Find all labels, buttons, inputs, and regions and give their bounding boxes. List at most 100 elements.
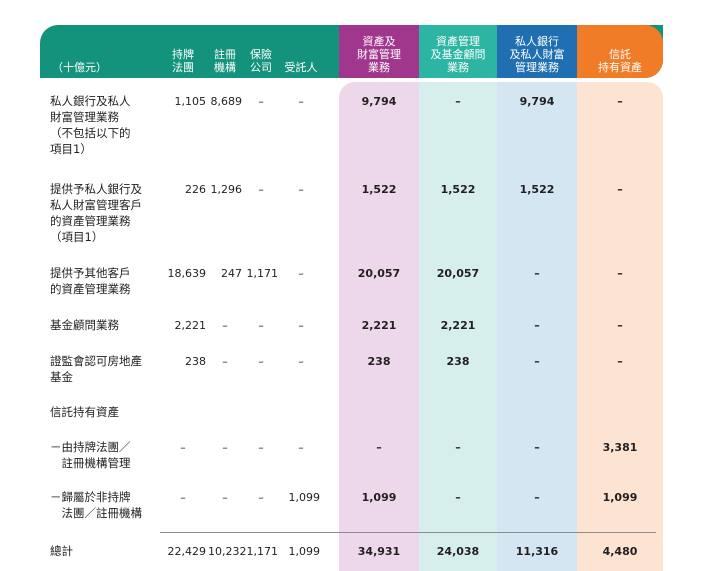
row-label-line: 基金顧問業務	[50, 318, 119, 332]
row-label-line: 基金	[50, 370, 73, 384]
row-label: 提供予私人銀行及 私人財富管理客戶 的資產管理業務 （項目1）	[50, 181, 142, 245]
header-col-line: 私人銀行	[515, 35, 559, 48]
header-col-2: 註冊 機構	[204, 25, 246, 78]
row-label: －由持牌法團／ 註冊機構管理	[50, 439, 131, 471]
table-cell: –	[534, 319, 540, 332]
table-cell: 247	[221, 267, 242, 280]
unit-label: （十億元）	[52, 61, 107, 74]
table-cell: –	[180, 441, 186, 454]
table-cell: 18,639	[167, 267, 207, 280]
table-cell: –	[617, 95, 623, 108]
row-label-line: 證監會認可房地產	[50, 354, 142, 368]
row-label-line: －由持牌法團／	[50, 440, 131, 454]
column-band-2	[419, 82, 497, 571]
table-cell: –	[258, 95, 264, 108]
header-col-line: 公司	[250, 61, 272, 74]
row-label-line: 信託持有資產	[50, 405, 119, 419]
row-label-line: 項目1）	[50, 142, 92, 156]
table-cell: 1,099	[602, 491, 638, 504]
table-cell: 20,057	[357, 267, 401, 280]
table-cell: 1,522	[440, 183, 476, 196]
table-cell: 238	[367, 355, 391, 368]
table-cell: –	[617, 183, 623, 196]
row-label-line: 的資產管理業務	[50, 214, 131, 228]
header-col-line: 信託	[609, 48, 631, 61]
table-cell: –	[258, 183, 264, 196]
table-cell: –	[455, 95, 461, 108]
row-label: 總計	[50, 543, 73, 559]
table-cell: 34,931	[357, 545, 401, 558]
header-col-line: 資產及	[362, 35, 396, 48]
column-band-4	[577, 82, 663, 571]
table-cell: 9,794	[361, 95, 397, 108]
table-cell: –	[534, 355, 540, 368]
table-cell: 238	[446, 355, 470, 368]
row-label: 提供予其他客戶 的資產管理業務	[50, 265, 131, 297]
table-cell: –	[455, 491, 461, 504]
table-cell: –	[258, 441, 264, 454]
header-col-4: 受託人	[278, 25, 324, 78]
table-cell: 226	[185, 183, 206, 196]
table-cell: 22,429	[167, 545, 207, 558]
table-cell: 238	[185, 355, 206, 368]
row-label: 私人銀行及私人 財富管理業務 （不包括以下的 項目1）	[50, 93, 131, 157]
table-cell: 10,232	[208, 545, 247, 558]
row-label-line: （不包括以下的	[50, 126, 131, 140]
header-col-line: 保險	[250, 48, 272, 61]
table-cell: 1,099	[288, 545, 321, 558]
table-cell: 1,171	[246, 545, 279, 558]
table-cell: –	[222, 319, 228, 332]
table-cell: –	[298, 95, 304, 108]
table-header: （十億元） 持牌 法團 註冊 機構 保險 公司 受託人 資產及 財富管理 業務 資產管理 及基金顧問 業務…	[40, 25, 663, 78]
row-label: 基金顧問業務	[50, 317, 119, 333]
total-divider	[160, 532, 656, 533]
header-col-1: 持牌 法團	[156, 25, 210, 78]
table-cell: 1,522	[361, 183, 397, 196]
header-col-line: 管理業務	[515, 61, 559, 74]
table-cell: 3,381	[602, 441, 638, 454]
table-cell: –	[222, 491, 228, 504]
table-cell: 2,221	[440, 319, 476, 332]
table-cell: 20,057	[436, 267, 480, 280]
table-cell: 2,221	[361, 319, 397, 332]
row-label-line: 財富管理業務	[50, 110, 119, 124]
header-col-line: 註冊	[214, 48, 236, 61]
header-col-line: 持有資產	[598, 61, 642, 74]
table-cell: 11,316	[515, 545, 559, 558]
table-cell: –	[455, 441, 461, 454]
table-cell: –	[222, 355, 228, 368]
table-cell: –	[298, 267, 304, 280]
header-col-line: 機構	[214, 61, 236, 74]
table-cell: –	[258, 491, 264, 504]
row-label-line: （項目1）	[50, 230, 104, 244]
header-col-7: 私人銀行 及私人財富 管理業務	[497, 25, 577, 78]
table-cell: 2,221	[174, 319, 207, 332]
row-label-line: －歸屬於非持牌	[50, 490, 131, 504]
row-label-line: 提供予私人銀行及	[50, 182, 142, 196]
table-cell: 1,099	[361, 491, 397, 504]
table-cell: 1,171	[246, 267, 279, 280]
row-label: 證監會認可房地產 基金	[50, 353, 142, 385]
header-col-line: 及私人財富	[509, 48, 565, 61]
table-cell: –	[376, 441, 382, 454]
row-label-line: 註冊機構管理	[50, 456, 131, 470]
header-col-line: 及基金顧問	[430, 48, 486, 61]
table-cell: –	[534, 441, 540, 454]
table-cell: –	[617, 267, 623, 280]
row-label: －歸屬於非持牌 法團／註冊機構	[50, 489, 142, 521]
table-cell: –	[298, 183, 304, 196]
table-cell: –	[534, 267, 540, 280]
table-cell: –	[298, 355, 304, 368]
table-cell: 9,794	[519, 95, 555, 108]
row-label-line: 總計	[50, 544, 73, 558]
header-col-5: 資產及 財富管理 業務	[339, 25, 419, 78]
header-col-line: 持牌	[172, 48, 194, 61]
table-cell: 24,038	[436, 545, 480, 558]
table-cell: –	[617, 355, 623, 368]
table-cell: 8,689	[210, 95, 243, 108]
table-cell: 1,296	[210, 183, 243, 196]
table-cell: 1,099	[288, 491, 321, 504]
header-col-line: 資產管理	[436, 35, 480, 48]
row-label: 信託持有資產	[50, 404, 119, 420]
table-cell: –	[222, 441, 228, 454]
